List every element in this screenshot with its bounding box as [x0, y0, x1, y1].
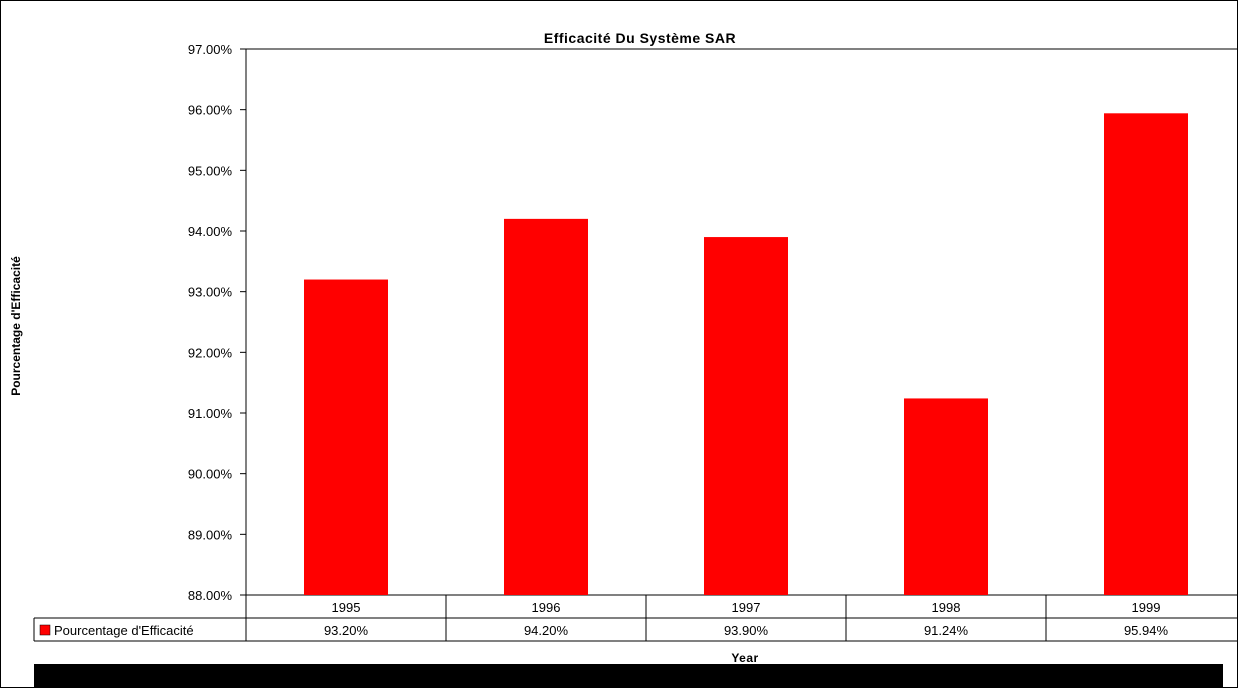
x-tick-label: 1999 — [1132, 600, 1161, 615]
y-tick-label: 88.00% — [188, 588, 233, 603]
y-tick-label: 89.00% — [188, 527, 233, 542]
bar — [1104, 113, 1188, 595]
y-tick-label: 90.00% — [188, 467, 233, 482]
chart-title: Efficacité Du Système SAR — [544, 30, 736, 46]
bar — [304, 279, 388, 595]
legend-label: Pourcentage d'Efficacité — [54, 623, 194, 638]
y-tick-label: 97.00% — [188, 42, 233, 57]
y-tick-label: 92.00% — [188, 345, 233, 360]
bar — [704, 237, 788, 596]
y-tick-label: 96.00% — [188, 103, 233, 118]
x-tick-label: 1998 — [932, 600, 961, 615]
legend-swatch — [39, 624, 51, 636]
y-tick-label: 91.00% — [188, 406, 233, 421]
data-label: 91.24% — [924, 623, 969, 638]
x-tick-label: 1997 — [732, 600, 761, 615]
x-tick-label: 1995 — [332, 600, 361, 615]
black-bar — [34, 664, 1223, 688]
x-tick-label: 1996 — [532, 600, 561, 615]
bar — [904, 398, 988, 595]
data-label: 93.90% — [724, 623, 769, 638]
data-label: 93.20% — [324, 623, 369, 638]
bar — [504, 218, 588, 595]
y-tick-label: 93.00% — [188, 285, 233, 300]
y-tick-label: 95.00% — [188, 163, 233, 178]
data-label: 94.20% — [524, 623, 569, 638]
data-label: 95.94% — [1124, 623, 1169, 638]
y-tick-label: 94.00% — [188, 224, 233, 239]
y-axis-label: Pourcentage d'Efficacité — [9, 256, 23, 396]
x-axis-label: Year — [731, 651, 758, 665]
